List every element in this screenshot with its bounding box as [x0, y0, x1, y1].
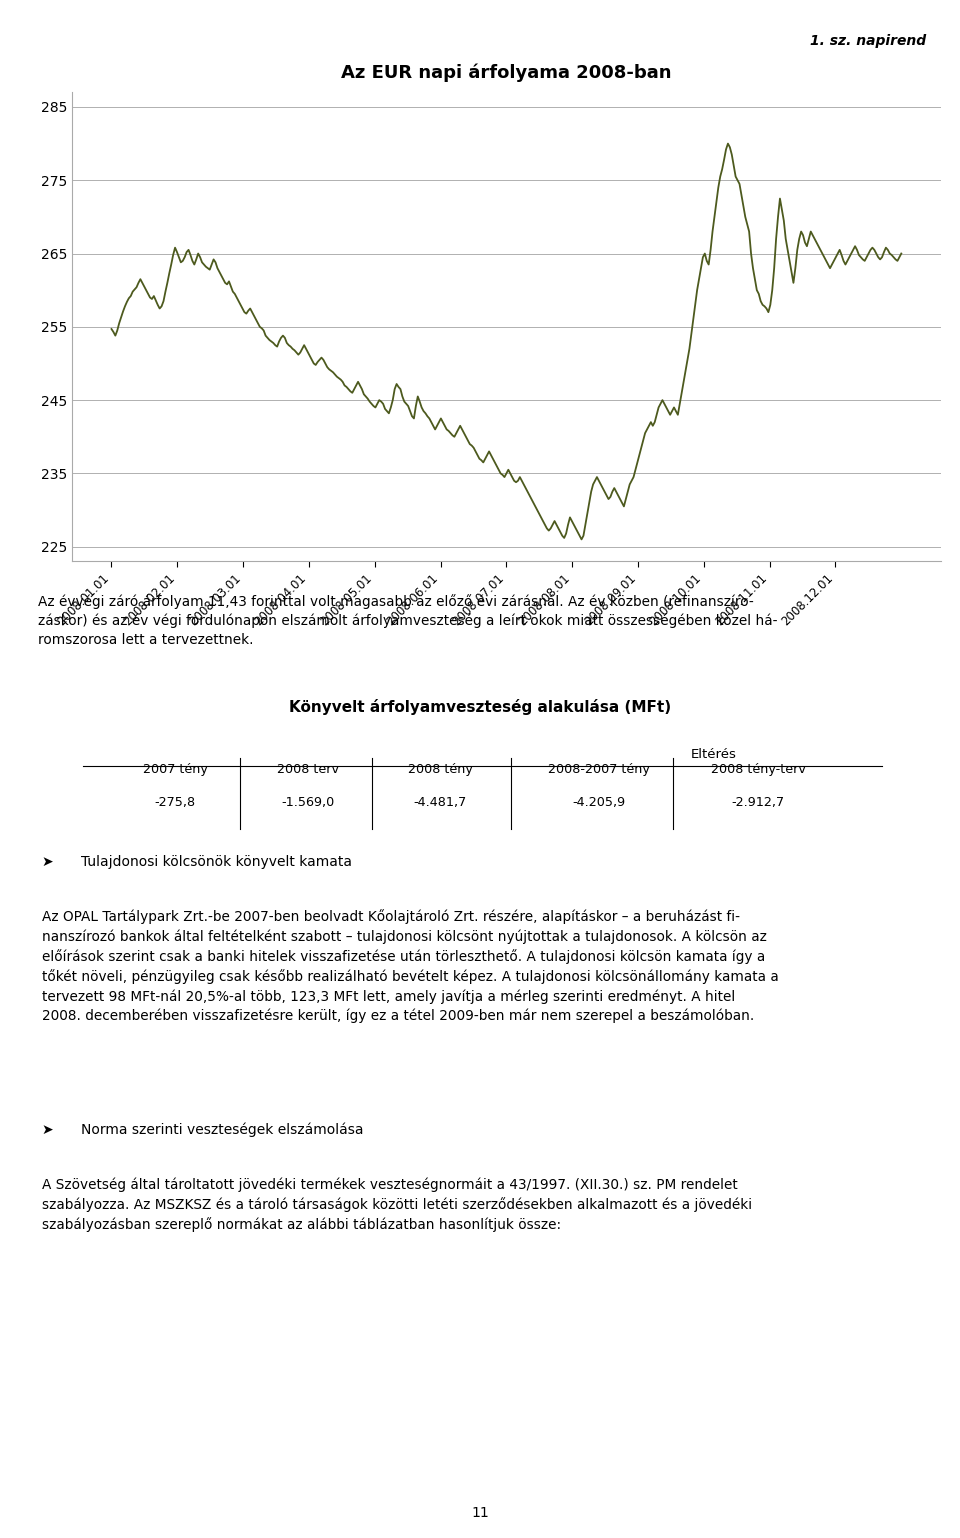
Text: -1.569,0: -1.569,0 — [281, 795, 334, 809]
Text: -2.912,7: -2.912,7 — [732, 795, 784, 809]
Text: -4.205,9: -4.205,9 — [573, 795, 626, 809]
Text: -275,8: -275,8 — [155, 795, 196, 809]
Text: 2008 terv: 2008 terv — [276, 763, 339, 775]
Text: 2008 tény-terv: 2008 tény-terv — [710, 763, 805, 775]
Text: Tulajdonosi kölcsönök könyvelt kamata: Tulajdonosi kölcsönök könyvelt kamata — [81, 855, 351, 869]
Text: ➤: ➤ — [42, 1123, 54, 1137]
Text: 11: 11 — [471, 1506, 489, 1520]
Text: Az OPAL Tartálypark Zrt.-be 2007-ben beolvadt Kőolajtároló Zrt. részére, alapítá: Az OPAL Tartálypark Zrt.-be 2007-ben beo… — [42, 909, 779, 1023]
Text: Norma szerinti veszteségek elszámolása: Norma szerinti veszteségek elszámolása — [81, 1123, 363, 1138]
Text: ➤: ➤ — [42, 855, 54, 869]
Text: Az évvégi záró árfolyam 11,43 forinttal volt magasabb az előző évi zárásnál. Az : Az évvégi záró árfolyam 11,43 forinttal … — [38, 594, 778, 647]
Text: 2008-2007 tény: 2008-2007 tény — [548, 763, 650, 775]
Title: Az EUR napi árfolyama 2008-ban: Az EUR napi árfolyama 2008-ban — [341, 65, 672, 83]
Text: A Szövetség által tároltatott jövedéki termékek veszteségnormáit a 43/1997. (XII: A Szövetség által tároltatott jövedéki t… — [42, 1178, 752, 1232]
Text: Könyvelt árfolyamveszteség alakulása (MFt): Könyvelt árfolyamveszteség alakulása (MF… — [289, 698, 671, 715]
Text: 1. sz. napirend: 1. sz. napirend — [810, 34, 926, 48]
Text: 2007 tény: 2007 tény — [143, 763, 207, 775]
Text: 2008 tény: 2008 tény — [408, 763, 472, 775]
Text: Eltérés: Eltérés — [691, 747, 737, 761]
Text: -4.481,7: -4.481,7 — [414, 795, 467, 809]
